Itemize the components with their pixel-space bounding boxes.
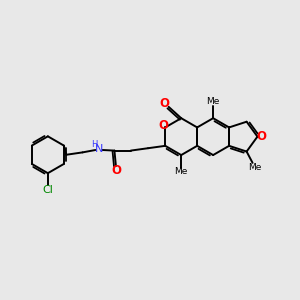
Text: O: O: [112, 164, 122, 177]
Text: O: O: [256, 130, 267, 143]
Text: Me: Me: [206, 97, 220, 106]
Text: Cl: Cl: [42, 185, 53, 195]
Text: Me: Me: [175, 167, 188, 176]
Text: Me: Me: [248, 163, 262, 172]
Text: O: O: [159, 119, 169, 132]
Text: N: N: [95, 144, 103, 154]
Text: O: O: [160, 97, 170, 110]
Text: H: H: [92, 140, 98, 148]
